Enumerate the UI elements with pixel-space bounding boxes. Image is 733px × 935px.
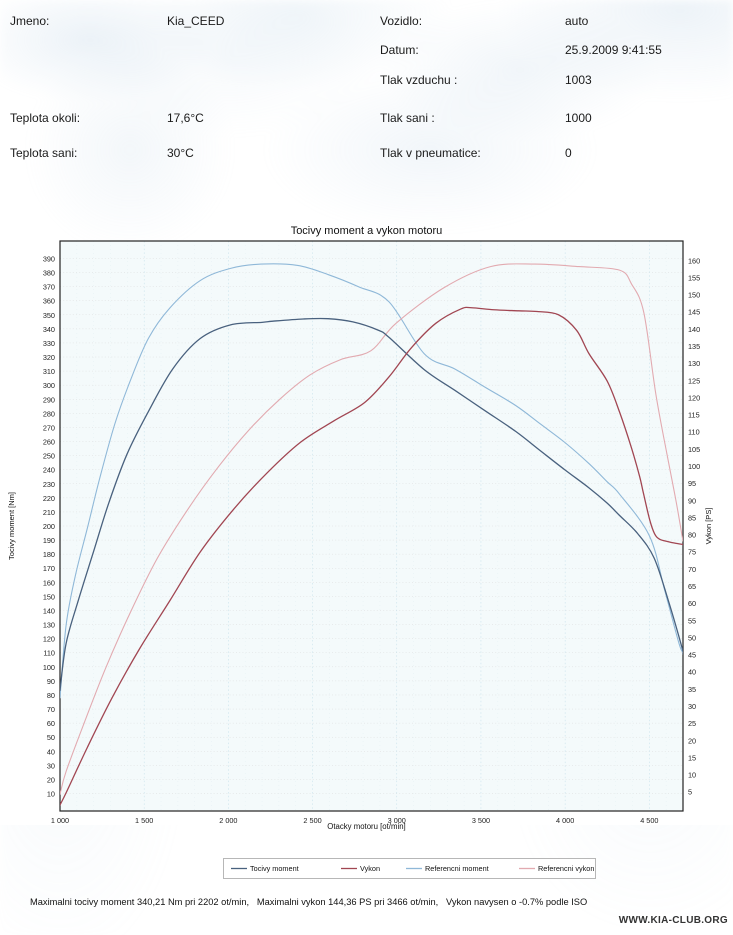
svg-text:115: 115 bbox=[688, 411, 700, 420]
svg-text:75: 75 bbox=[688, 548, 696, 557]
svg-text:135: 135 bbox=[688, 342, 700, 351]
svg-text:10: 10 bbox=[47, 790, 55, 799]
svg-text:170: 170 bbox=[43, 564, 55, 573]
svg-text:160: 160 bbox=[688, 256, 700, 265]
svg-text:40: 40 bbox=[47, 747, 55, 756]
svg-text:260: 260 bbox=[43, 438, 55, 447]
svg-text:150: 150 bbox=[43, 592, 55, 601]
svg-text:65: 65 bbox=[688, 582, 696, 591]
svg-text:50: 50 bbox=[47, 733, 55, 742]
svg-text:100: 100 bbox=[43, 663, 55, 672]
svg-text:140: 140 bbox=[688, 325, 700, 334]
svg-text:Vykon: Vykon bbox=[360, 864, 380, 873]
svg-text:5: 5 bbox=[688, 788, 692, 797]
svg-text:360: 360 bbox=[43, 297, 55, 306]
svg-text:55: 55 bbox=[688, 616, 696, 625]
svg-text:250: 250 bbox=[43, 452, 55, 461]
svg-text:15: 15 bbox=[688, 753, 696, 762]
svg-text:10: 10 bbox=[688, 771, 696, 780]
svg-text:390: 390 bbox=[43, 254, 55, 263]
svg-text:230: 230 bbox=[43, 480, 55, 489]
svg-text:150: 150 bbox=[688, 291, 700, 300]
svg-text:370: 370 bbox=[43, 283, 55, 292]
svg-text:90: 90 bbox=[688, 496, 696, 505]
svg-text:Referencni moment: Referencni moment bbox=[425, 864, 489, 873]
svg-text:Tocivy moment: Tocivy moment bbox=[250, 864, 299, 873]
svg-text:25: 25 bbox=[688, 719, 696, 728]
svg-text:330: 330 bbox=[43, 339, 55, 348]
svg-text:30: 30 bbox=[688, 702, 696, 711]
svg-text:120: 120 bbox=[43, 635, 55, 644]
svg-text:60: 60 bbox=[688, 599, 696, 608]
svg-text:45: 45 bbox=[688, 651, 696, 660]
svg-text:105: 105 bbox=[688, 445, 700, 454]
svg-text:145: 145 bbox=[688, 308, 700, 317]
svg-text:80: 80 bbox=[688, 531, 696, 540]
svg-text:200: 200 bbox=[43, 522, 55, 531]
svg-text:350: 350 bbox=[43, 311, 55, 320]
svg-text:120: 120 bbox=[688, 393, 700, 402]
svg-text:95: 95 bbox=[688, 479, 696, 488]
svg-text:130: 130 bbox=[43, 621, 55, 630]
svg-text:35: 35 bbox=[688, 685, 696, 694]
svg-text:80: 80 bbox=[47, 691, 55, 700]
svg-text:180: 180 bbox=[43, 550, 55, 559]
svg-text:340: 340 bbox=[43, 325, 55, 334]
svg-text:155: 155 bbox=[688, 273, 700, 282]
svg-text:210: 210 bbox=[43, 508, 55, 517]
svg-text:240: 240 bbox=[43, 466, 55, 475]
svg-text:270: 270 bbox=[43, 423, 55, 432]
svg-text:220: 220 bbox=[43, 494, 55, 503]
svg-text:290: 290 bbox=[43, 395, 55, 404]
svg-text:300: 300 bbox=[43, 381, 55, 390]
svg-text:310: 310 bbox=[43, 367, 55, 376]
svg-text:70: 70 bbox=[688, 565, 696, 574]
svg-text:Tocivy moment [Nm]: Tocivy moment [Nm] bbox=[7, 492, 16, 560]
svg-text:320: 320 bbox=[43, 353, 55, 362]
svg-text:380: 380 bbox=[43, 269, 55, 278]
svg-text:40: 40 bbox=[688, 668, 696, 677]
svg-text:160: 160 bbox=[43, 578, 55, 587]
svg-text:90: 90 bbox=[47, 677, 55, 686]
svg-text:110: 110 bbox=[688, 428, 700, 437]
svg-text:20: 20 bbox=[47, 775, 55, 784]
svg-text:280: 280 bbox=[43, 409, 55, 418]
svg-text:140: 140 bbox=[43, 606, 55, 615]
svg-text:Referencni vykon: Referencni vykon bbox=[538, 864, 594, 873]
svg-text:30: 30 bbox=[47, 761, 55, 770]
svg-text:130: 130 bbox=[688, 359, 700, 368]
svg-text:20: 20 bbox=[688, 736, 696, 745]
svg-text:190: 190 bbox=[43, 536, 55, 545]
svg-text:Vykon [PS]: Vykon [PS] bbox=[704, 508, 713, 545]
svg-text:60: 60 bbox=[47, 719, 55, 728]
svg-text:50: 50 bbox=[688, 633, 696, 642]
svg-text:125: 125 bbox=[688, 376, 700, 385]
svg-text:70: 70 bbox=[47, 705, 55, 714]
svg-text:100: 100 bbox=[688, 462, 700, 471]
svg-text:110: 110 bbox=[43, 649, 55, 658]
svg-text:85: 85 bbox=[688, 513, 696, 522]
